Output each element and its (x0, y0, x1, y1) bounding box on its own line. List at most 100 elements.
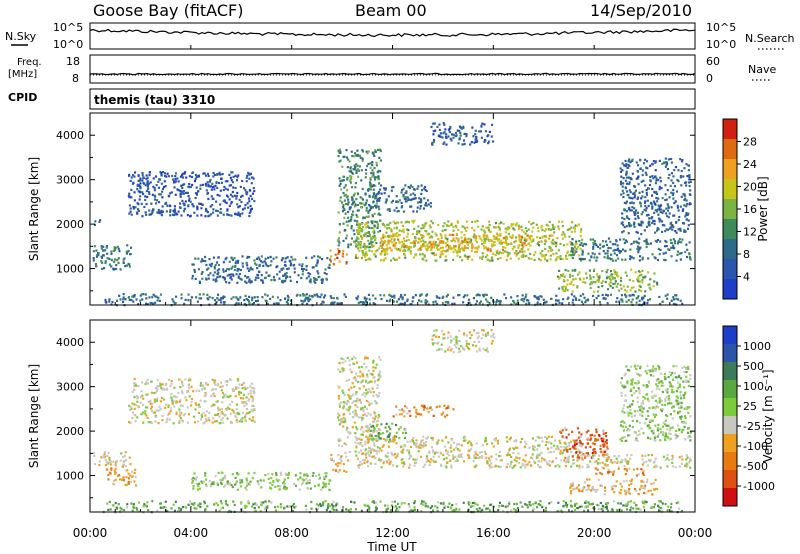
scatter-cell (644, 158, 647, 161)
scatter-cell (385, 227, 388, 230)
scatter-cell (194, 196, 197, 200)
scatter-cell (664, 230, 667, 233)
scatter-cell (100, 255, 103, 258)
scatter-cell (401, 189, 404, 192)
scatter-cell (591, 502, 594, 505)
scatter-cell (366, 254, 369, 257)
scatter-cell (626, 285, 629, 288)
scatter-cell (353, 421, 356, 424)
scatter-cell (486, 248, 489, 251)
scatter-cell (626, 503, 629, 506)
scatter-cell (251, 386, 254, 390)
scatter-cell (424, 241, 427, 244)
scatter-cell (186, 214, 189, 217)
scatter-cell (627, 176, 630, 179)
scatter-cell (95, 249, 98, 252)
scatter-cell (205, 189, 208, 192)
scatter-cell (659, 240, 662, 243)
scatter-cell (358, 387, 361, 390)
scatter-cell (248, 177, 251, 180)
scatter-cell (355, 446, 358, 449)
scatter-cell (348, 208, 351, 211)
scatter-cell (219, 298, 222, 301)
scatter-cell (477, 510, 480, 513)
scatter-cell (451, 133, 454, 136)
scatter-cell (504, 505, 507, 508)
scatter-cell (244, 189, 247, 192)
scatter-cell (407, 221, 410, 224)
scatter-cell (451, 503, 454, 507)
scatter-cell (365, 297, 368, 300)
scatter-cell (536, 303, 539, 306)
scatter-cell (229, 378, 232, 381)
scatter-cell (568, 254, 571, 257)
scatter-cell (365, 415, 368, 418)
scatter-cell (367, 401, 370, 404)
scatter-cell (502, 245, 505, 249)
scatter-cell (198, 202, 201, 205)
scatter-cell (343, 293, 346, 296)
scatter-cell (576, 507, 579, 510)
scatter-cell (647, 204, 650, 208)
scatter-cell (532, 503, 535, 506)
scatter-cell (646, 242, 649, 245)
scatter-cell (191, 183, 194, 187)
scatter-cell (670, 161, 673, 164)
scatter-cell (620, 279, 623, 282)
scatter-cell (561, 220, 564, 223)
scatter-cell (287, 473, 290, 476)
scatter-cell (252, 416, 255, 419)
scatter-cell (302, 293, 305, 296)
scatter-cell (604, 240, 607, 243)
scatter-cell (376, 249, 379, 252)
scatter-cell (647, 271, 650, 274)
scatter-cell (216, 400, 219, 403)
scatter-cell (250, 395, 253, 398)
scatter-cell (356, 216, 359, 219)
scatter-cell (270, 476, 273, 480)
scatter-cell (208, 295, 211, 299)
scatter-cell (107, 451, 110, 454)
scatter-cell (214, 475, 217, 478)
scatter-cell (379, 150, 382, 153)
scatter-cell (269, 264, 272, 267)
scatter-cell (670, 255, 673, 258)
scatter-cell (149, 421, 152, 424)
scatter-cell (683, 198, 686, 202)
scatter-cell (333, 301, 336, 304)
scatter-cell (226, 194, 229, 197)
scatter-cell (458, 138, 461, 141)
scatter-cell (637, 196, 640, 199)
scatter-cell (670, 172, 673, 175)
scatter-cell (286, 294, 289, 297)
scatter-cell (455, 237, 458, 240)
scatter-cell (469, 143, 472, 146)
scatter-cell (359, 375, 362, 378)
scatter-cell (359, 202, 362, 205)
scatter-cell (474, 235, 477, 238)
scatter-cell (352, 210, 355, 213)
scatter-cell (368, 298, 371, 301)
scatter-cell (636, 241, 639, 244)
scatter-cell (462, 296, 465, 299)
scatter-cell (119, 506, 122, 509)
scatter-cell (261, 296, 264, 299)
scatter-cell (384, 235, 387, 238)
scatter-cell (621, 258, 624, 261)
scatter-cell (643, 201, 646, 204)
scatter-cell (659, 176, 662, 179)
scatter-cell (339, 180, 342, 183)
scatter-cell (363, 302, 366, 305)
scatter-cell (144, 504, 147, 507)
scatter-cell (173, 405, 176, 408)
scatter-cell (672, 175, 675, 178)
scatter-cell (212, 274, 215, 277)
scatter-cell (424, 204, 427, 207)
scatter-cell (126, 244, 129, 247)
scatter-cell (626, 182, 629, 185)
scatter-cell (616, 248, 619, 251)
scatter-cell (585, 243, 588, 246)
scatter-cell (339, 439, 342, 442)
scatter-cell (665, 198, 668, 201)
scatter-cell (379, 358, 382, 361)
